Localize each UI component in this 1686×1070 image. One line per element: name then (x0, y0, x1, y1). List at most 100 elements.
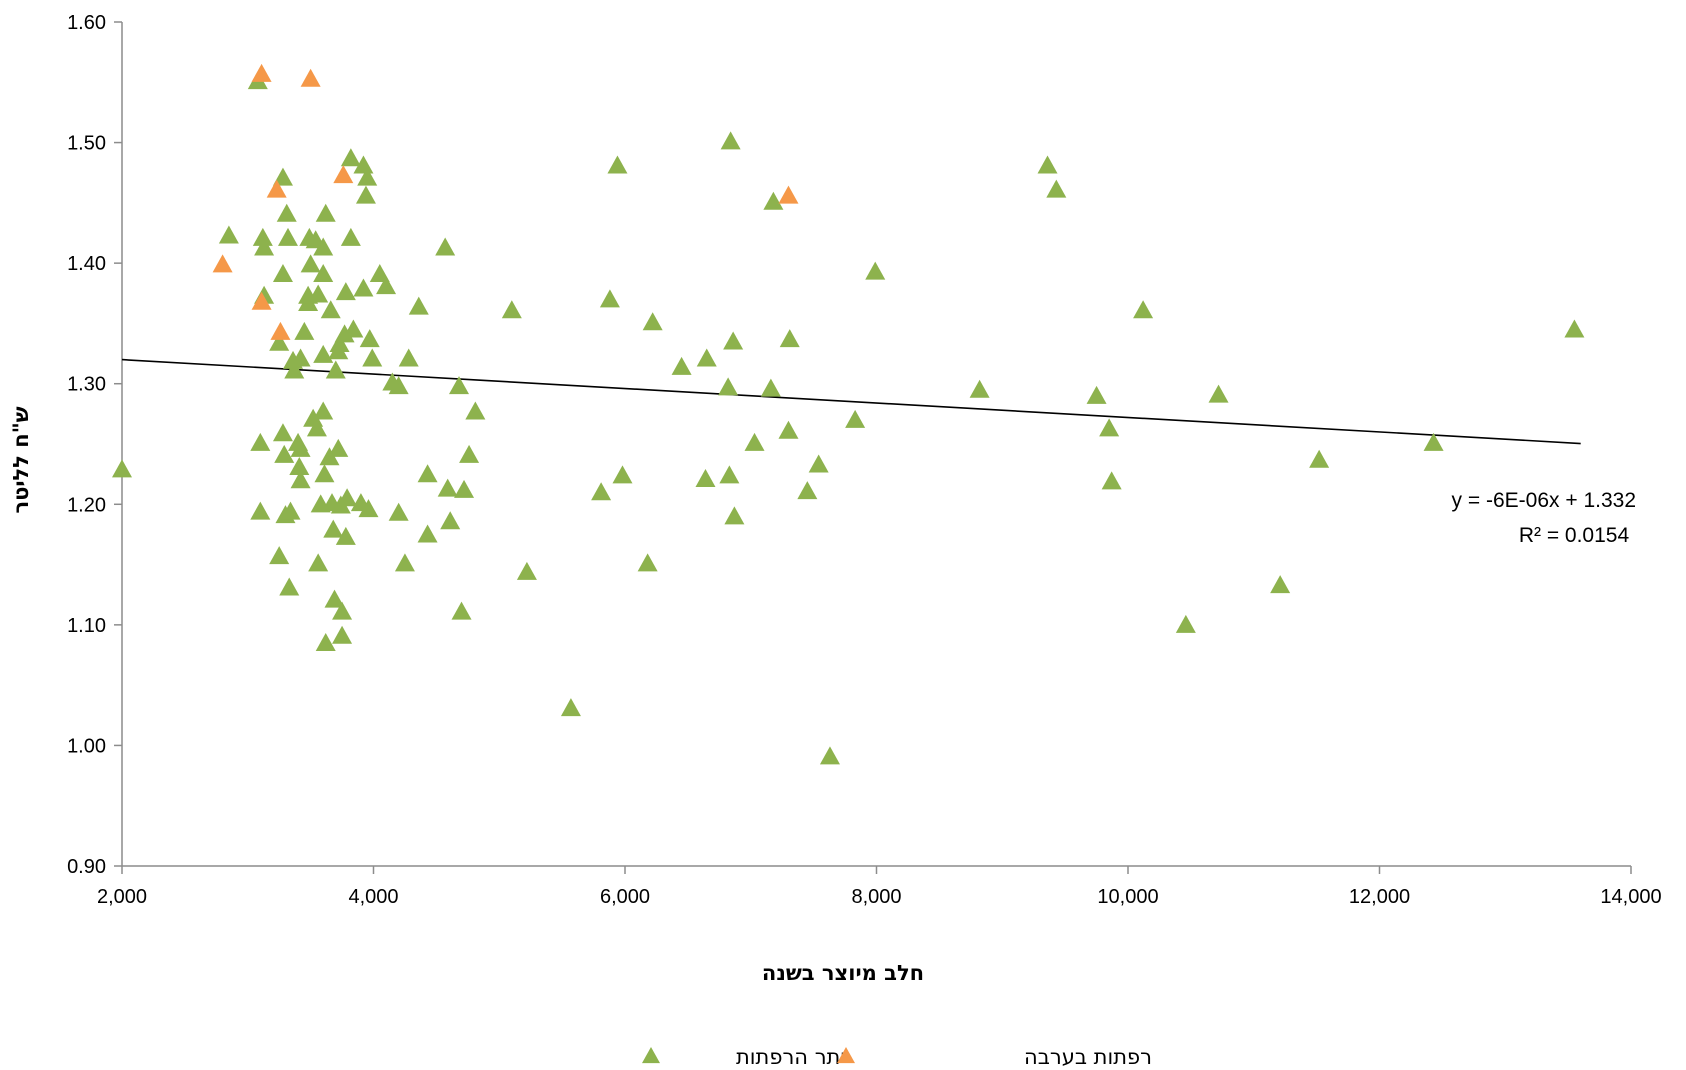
data-point-others (277, 227, 298, 246)
data-point-others (369, 264, 390, 283)
legend-label-others: יתר הרפתות (736, 1045, 845, 1069)
data-point-others (1046, 179, 1067, 198)
data-point-others (778, 420, 799, 439)
data-point-others (612, 465, 633, 484)
data-point-others (340, 148, 361, 167)
data-point-others (819, 746, 840, 765)
data-point-others (335, 526, 356, 545)
data-point-others (642, 312, 663, 331)
data-point-others (313, 264, 334, 283)
data-point-others (313, 401, 334, 420)
data-point-others (440, 511, 461, 530)
data-point-others (289, 456, 310, 475)
data-point-others (671, 356, 692, 375)
data-point-others (1086, 385, 1107, 404)
data-point-others (1564, 319, 1585, 338)
y-tick-label: 1.10 (67, 615, 106, 637)
data-point-others (435, 237, 456, 256)
x-axis-ticks: 2,000 4,000 6,000 8,000 10,000 12,000 14,000 (97, 866, 1662, 908)
data-point-others (1423, 432, 1444, 451)
data-point-others (1175, 614, 1196, 633)
data-point-others (294, 321, 315, 340)
data-point-others (696, 348, 717, 367)
data-point-others (451, 601, 472, 620)
data-point-others (334, 324, 355, 343)
data-point-others (358, 499, 379, 518)
data-point-arava (251, 291, 272, 310)
data-point-others (459, 444, 480, 463)
data-point-arava (266, 179, 287, 198)
data-point-others (329, 333, 350, 352)
data-point-others (599, 289, 620, 308)
data-point-others (328, 438, 349, 457)
trendline-equation: y = -6E-06x + 1.332 (1452, 489, 1636, 512)
data-point-others (279, 577, 300, 596)
data-point-others (637, 553, 658, 572)
y-tick-label: 1.20 (67, 494, 106, 516)
data-point-others (1270, 575, 1291, 594)
data-point-others (516, 561, 537, 580)
data-point-others (607, 155, 628, 174)
data-point-others (254, 237, 275, 256)
data-point-others (325, 360, 346, 379)
data-point-others (865, 261, 886, 280)
data-point-arava (251, 63, 272, 82)
data-point-others (1133, 300, 1154, 319)
data-point-others (272, 264, 293, 283)
data-point-others (359, 329, 380, 348)
data-point-others (724, 506, 745, 525)
data-point-others (272, 423, 293, 442)
data-point-others (315, 203, 336, 222)
data-point-others (250, 501, 271, 520)
y-axis-ticks: 0.90 1.00 1.10 1.20 1.30 1.40 1.50 1.60 (67, 12, 122, 878)
legend-item-arava: רפתות בערבה (837, 1045, 1152, 1069)
data-point-others (723, 331, 744, 350)
data-point-others (357, 167, 378, 186)
data-point-others (272, 167, 293, 186)
data-point-others (290, 348, 311, 367)
data-point-others (353, 278, 374, 297)
data-point-others (306, 418, 327, 437)
data-point-others (779, 329, 800, 348)
data-point-others (314, 464, 335, 483)
x-tick-label: 6,000 (600, 886, 650, 908)
data-point-others (335, 282, 356, 301)
data-point-others (969, 379, 990, 398)
x-tick-label: 10,000 (1097, 886, 1158, 908)
x-axis-title: חלב מיוצר בשנה (762, 961, 924, 985)
data-point-others (398, 348, 419, 367)
triangle-icon (837, 1046, 855, 1064)
data-point-others (454, 479, 475, 498)
legend-label-arava: רפתות בערבה (1024, 1045, 1152, 1069)
y-tick-label: 1.60 (67, 12, 106, 34)
data-point-others (340, 227, 361, 246)
x-tick-label: 4,000 (348, 886, 398, 908)
x-tick-label: 2,000 (97, 886, 147, 908)
data-point-others (417, 524, 438, 543)
data-point-others (353, 155, 374, 174)
data-point-others (388, 376, 409, 395)
data-point-others (313, 344, 334, 363)
data-point-others (797, 481, 818, 500)
data-point-others (1099, 418, 1120, 437)
y-tick-label: 1.00 (67, 735, 106, 757)
data-point-others (417, 464, 438, 483)
x-tick-label: 14,000 (1600, 886, 1661, 908)
data-point-others (1037, 155, 1058, 174)
data-point-others (337, 488, 358, 507)
data-point-others (355, 185, 376, 204)
legend-item-others: יתר הרפתות (642, 1045, 845, 1069)
data-point-others (218, 225, 239, 244)
data-points (112, 63, 1585, 765)
data-point-others (308, 284, 329, 303)
data-point-others (324, 589, 345, 608)
data-point-others (449, 376, 470, 395)
data-point-others (290, 470, 311, 489)
data-point-arava (300, 68, 321, 87)
y-axis-title: ש"ח לליטר (9, 406, 33, 513)
data-point-others (719, 465, 740, 484)
legend: יתר הרפתות רפתות בערבה (642, 1045, 1152, 1069)
data-point-others (112, 459, 132, 478)
y-tick-label: 0.90 (67, 856, 106, 878)
